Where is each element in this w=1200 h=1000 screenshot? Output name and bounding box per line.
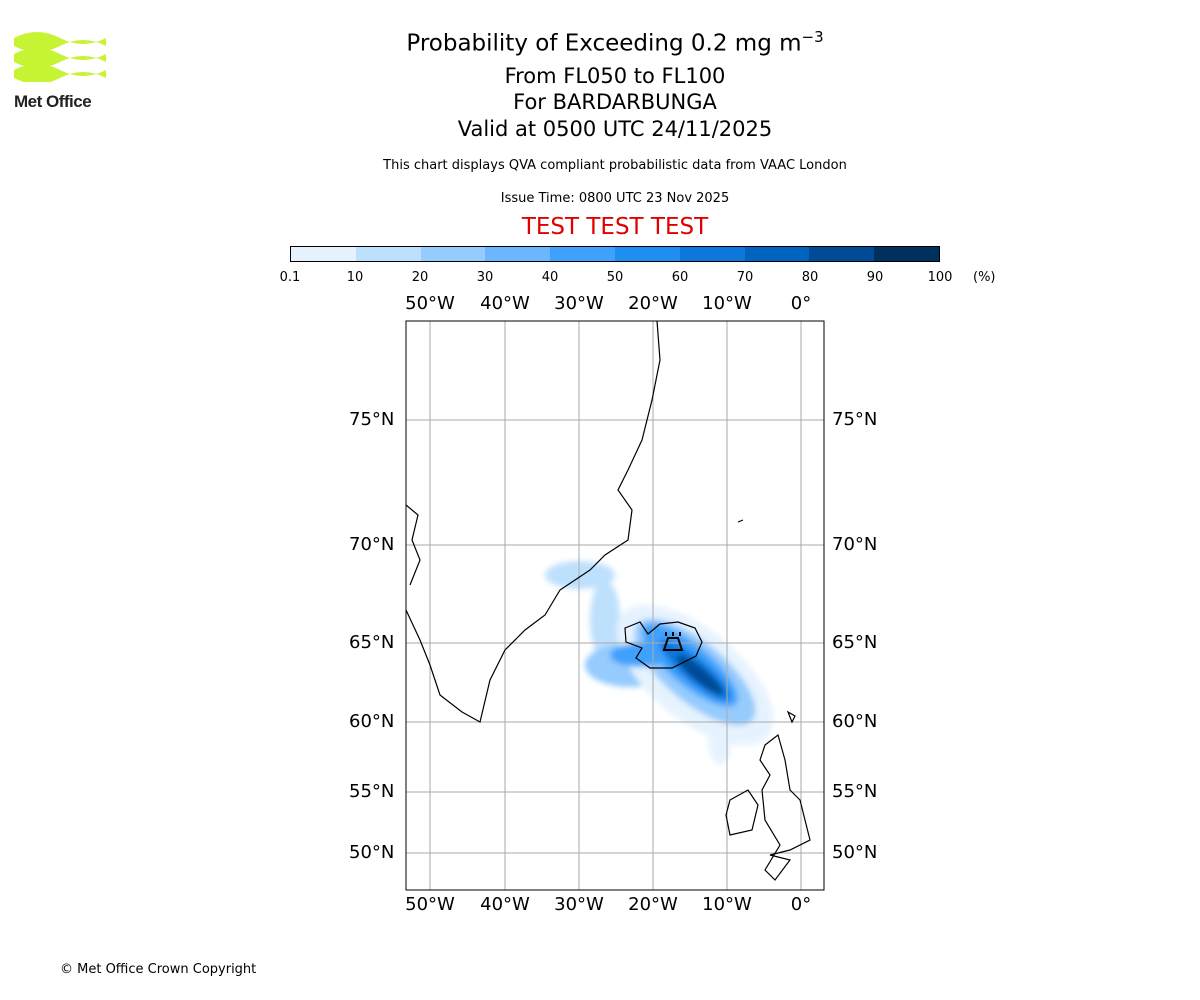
colorbar-segment: [809, 247, 875, 261]
lat-label: 65°N: [349, 632, 395, 653]
test-banner: TEST TEST TEST: [521, 214, 709, 240]
colorbar-tick: 70: [736, 270, 754, 285]
greenland-west-coast: [406, 504, 421, 586]
great-britain-coast: [759, 733, 811, 881]
colorbar-tick: 80: [801, 270, 819, 285]
ash-plume: [545, 561, 774, 765]
flight-levels: From FL050 to FL100: [504, 64, 726, 88]
valid-time: Valid at 0500 UTC 24/11/2025: [457, 117, 773, 141]
chart-title: Probability of Exceeding 0.2 mg m−3: [406, 28, 824, 57]
colorbar-segment: [744, 247, 810, 261]
lat-label: 70°N: [349, 534, 395, 555]
volcano-name: For BARDARBUNGA: [513, 90, 717, 114]
colorbar-tick: 90: [866, 270, 884, 285]
issue-time: Issue Time: 0800 UTC 23 Nov 2025: [500, 191, 730, 206]
colorbar-unit: (%): [973, 270, 996, 285]
lon-label: 10°W: [702, 894, 752, 915]
lon-label: 50°W: [405, 293, 455, 314]
colorbar-segment: [291, 247, 356, 261]
description: This chart displays QVA compliant probab…: [383, 158, 847, 173]
colorbar-tick: 40: [541, 270, 559, 285]
lat-label: 60°N: [349, 711, 395, 732]
colorbar-segment: [874, 247, 939, 261]
colorbar-segment: [550, 247, 615, 261]
colorbar-segment: [679, 247, 745, 261]
lat-label: 65°N: [832, 632, 878, 653]
colorbar-tick: 50: [606, 270, 624, 285]
colorbar-tick: 100: [927, 270, 953, 285]
lat-label: 50°N: [832, 842, 878, 863]
lat-label: 55°N: [832, 781, 878, 802]
lon-label: 20°W: [628, 894, 678, 915]
colorbar-segment: [355, 247, 421, 261]
coastlines: [406, 321, 811, 881]
lat-label: 70°N: [832, 534, 878, 555]
colorbar-segment: [485, 247, 551, 261]
met-office-logo: Met Office: [14, 30, 106, 112]
colorbar-tick: 10: [346, 270, 364, 285]
lon-label: 0°: [790, 894, 812, 915]
lon-label: 30°W: [554, 894, 604, 915]
lon-label: 10°W: [702, 293, 752, 314]
lon-label: 50°W: [405, 894, 455, 915]
lon-label: 0°: [790, 293, 812, 314]
colorbar-tick: 20: [411, 270, 429, 285]
lat-label: 75°N: [349, 409, 395, 430]
lat-label: 50°N: [349, 842, 395, 863]
copyright: © Met Office Crown Copyright: [60, 962, 257, 977]
lon-label: 40°W: [480, 894, 530, 915]
lat-label: 55°N: [349, 781, 395, 802]
colorbar-segment: [420, 247, 486, 261]
lon-label: 40°W: [480, 293, 530, 314]
colorbar-tick: 0.1: [279, 270, 301, 285]
lon-label: 30°W: [554, 293, 604, 314]
greenland-coast: [406, 321, 661, 723]
colorbar-tick: 30: [476, 270, 494, 285]
ireland-coast: [725, 789, 759, 836]
logo-text: Met Office: [14, 92, 92, 111]
lat-label: 60°N: [832, 711, 878, 732]
colorbar-tick: 60: [671, 270, 689, 285]
iceland-coast: [624, 621, 703, 669]
logo-waves-icon: [14, 32, 106, 84]
colorbar-segment: [614, 247, 680, 261]
lon-label: 20°W: [628, 293, 678, 314]
volcano-icon: [662, 632, 684, 651]
lat-label: 75°N: [832, 409, 878, 430]
map-frame: [405, 320, 825, 891]
colorbar: [290, 246, 940, 262]
